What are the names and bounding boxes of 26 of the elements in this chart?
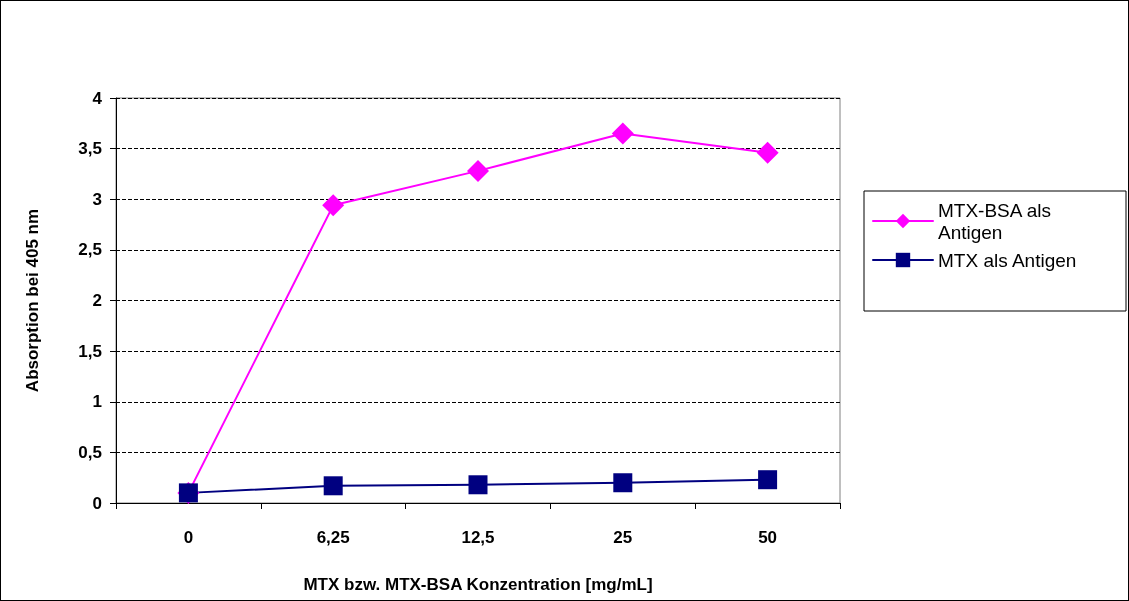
point	[758, 470, 778, 490]
point	[322, 194, 345, 217]
y-tick-label: 1	[92, 392, 102, 412]
point	[468, 475, 488, 495]
y-tick-label: 3	[92, 189, 102, 209]
point	[613, 473, 633, 493]
x-tick-label: 50	[758, 528, 778, 547]
x-tick-label: 25	[613, 528, 633, 547]
y-tick-label: 0	[92, 493, 102, 513]
x-axis-title: MTX bzw. MTX-BSA Konzentration [mg/mL]	[303, 575, 653, 594]
point	[756, 141, 779, 164]
x-tick-label: 6,25	[316, 528, 350, 547]
y-tick-label: 2,5	[78, 240, 102, 260]
legend-label: MTX-BSA als Antigen	[938, 199, 1057, 243]
point	[611, 122, 634, 145]
y-tick-label: 2	[92, 291, 102, 310]
y-tick-label: 4	[92, 88, 103, 108]
point	[323, 476, 343, 496]
x-tick-label: 12,5	[461, 528, 495, 547]
x-tick-label: 0	[183, 528, 194, 547]
y-tick-label: 3,5	[78, 139, 102, 159]
legend-label: MTX als Antigen	[938, 249, 1077, 271]
y-tick-label: 0,5	[78, 442, 102, 462]
y-tick-label: 1,5	[78, 341, 102, 361]
point	[467, 159, 489, 182]
y-axis-title: Absorption bei 405 nm	[23, 208, 42, 393]
